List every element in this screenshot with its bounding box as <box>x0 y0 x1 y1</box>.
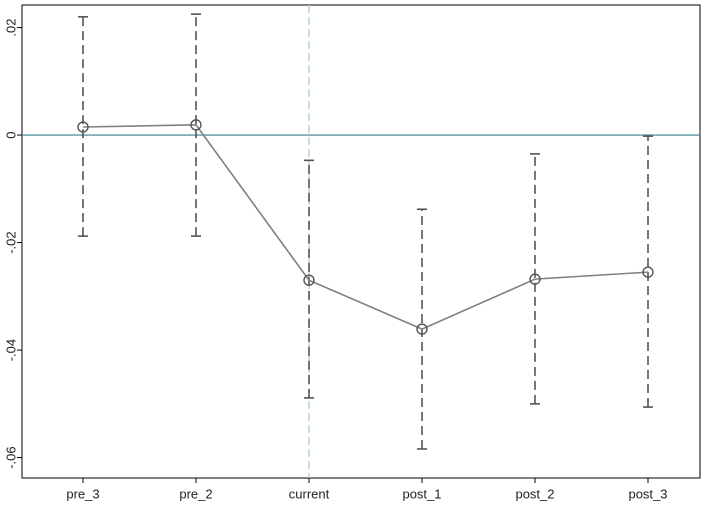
y-tick-label: -.04 <box>3 339 18 361</box>
y-tick-label: -.02 <box>3 231 18 253</box>
coef-point <box>303 274 315 286</box>
coef-point <box>642 266 654 278</box>
plot-frame <box>21 4 701 479</box>
x-tick-label: post_2 <box>515 486 554 501</box>
coef-point <box>529 273 541 285</box>
x-tick-label: post_1 <box>402 486 441 501</box>
y-tick-label: -.06 <box>3 446 18 468</box>
x-tick-label: pre_3 <box>66 486 99 501</box>
coef-line <box>82 124 649 330</box>
coef-point <box>416 323 428 335</box>
x-tick-label: pre_2 <box>179 486 212 501</box>
y-tick-label: .02 <box>3 19 18 37</box>
coef-point <box>190 119 202 131</box>
x-tick-label: current <box>289 486 330 501</box>
x-tick-label: post_3 <box>628 486 667 501</box>
y-tick-label: 0 <box>3 131 18 138</box>
coef-point <box>77 121 89 133</box>
